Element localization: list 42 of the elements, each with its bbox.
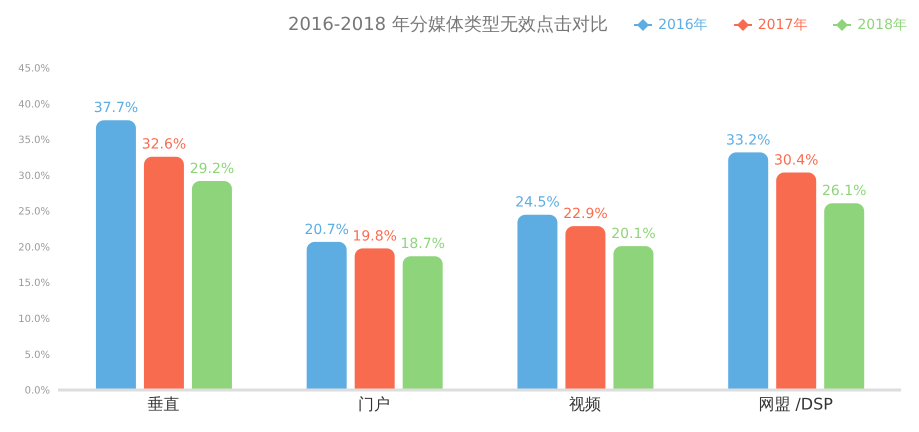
- bar: [728, 152, 768, 390]
- data-label: 32.6%: [142, 136, 186, 153]
- y-tick-label: 45.0%: [18, 64, 50, 75]
- data-label: 20.1%: [611, 226, 656, 242]
- bar: [776, 172, 816, 390]
- bar: [192, 181, 232, 390]
- bar: [96, 120, 136, 390]
- y-tick-label: 40.0%: [18, 99, 50, 110]
- data-label: 33.2%: [726, 132, 770, 148]
- x-tick-label: 垂直: [147, 394, 180, 414]
- data-label: 37.7%: [94, 100, 138, 116]
- y-tick-label: 30.0%: [18, 170, 50, 182]
- bar: [144, 156, 184, 390]
- bar: [517, 214, 558, 390]
- bar: [354, 248, 395, 390]
- y-tick-label: 10.0%: [18, 314, 50, 325]
- chart-title: 2016-2018 年分媒体类型无效点击对比: [288, 13, 608, 36]
- data-label: 24.5%: [515, 194, 560, 211]
- data-label: 29.2%: [190, 161, 234, 178]
- x-tick-label: 门户: [358, 394, 390, 414]
- legend-label: 2017年: [758, 16, 808, 34]
- bar: [824, 203, 864, 390]
- bar: [402, 256, 443, 390]
- legend-label: 2016年: [658, 16, 708, 34]
- data-label: 26.1%: [822, 183, 866, 200]
- legend-label: 2018年: [857, 16, 907, 34]
- data-label: 18.7%: [400, 236, 445, 252]
- y-tick-label: 25.0%: [18, 206, 50, 218]
- data-label: 20.7%: [304, 222, 349, 238]
- y-tick-label: 20.0%: [18, 242, 50, 254]
- bar: [306, 242, 347, 390]
- data-label: 19.8%: [352, 228, 397, 244]
- y-tick-label: 15.0%: [18, 278, 50, 290]
- y-tick-label: 35.0%: [18, 135, 50, 146]
- data-label: 30.4%: [774, 152, 818, 168]
- y-tick-label: 0.0%: [24, 386, 50, 397]
- x-tick-label: 视频: [568, 394, 601, 414]
- bar: [613, 246, 654, 390]
- bar: [565, 226, 606, 390]
- y-tick-label: 5.0%: [24, 350, 50, 361]
- x-tick-label: 网盟 /DSP: [758, 394, 834, 414]
- data-label: 22.9%: [563, 206, 608, 222]
